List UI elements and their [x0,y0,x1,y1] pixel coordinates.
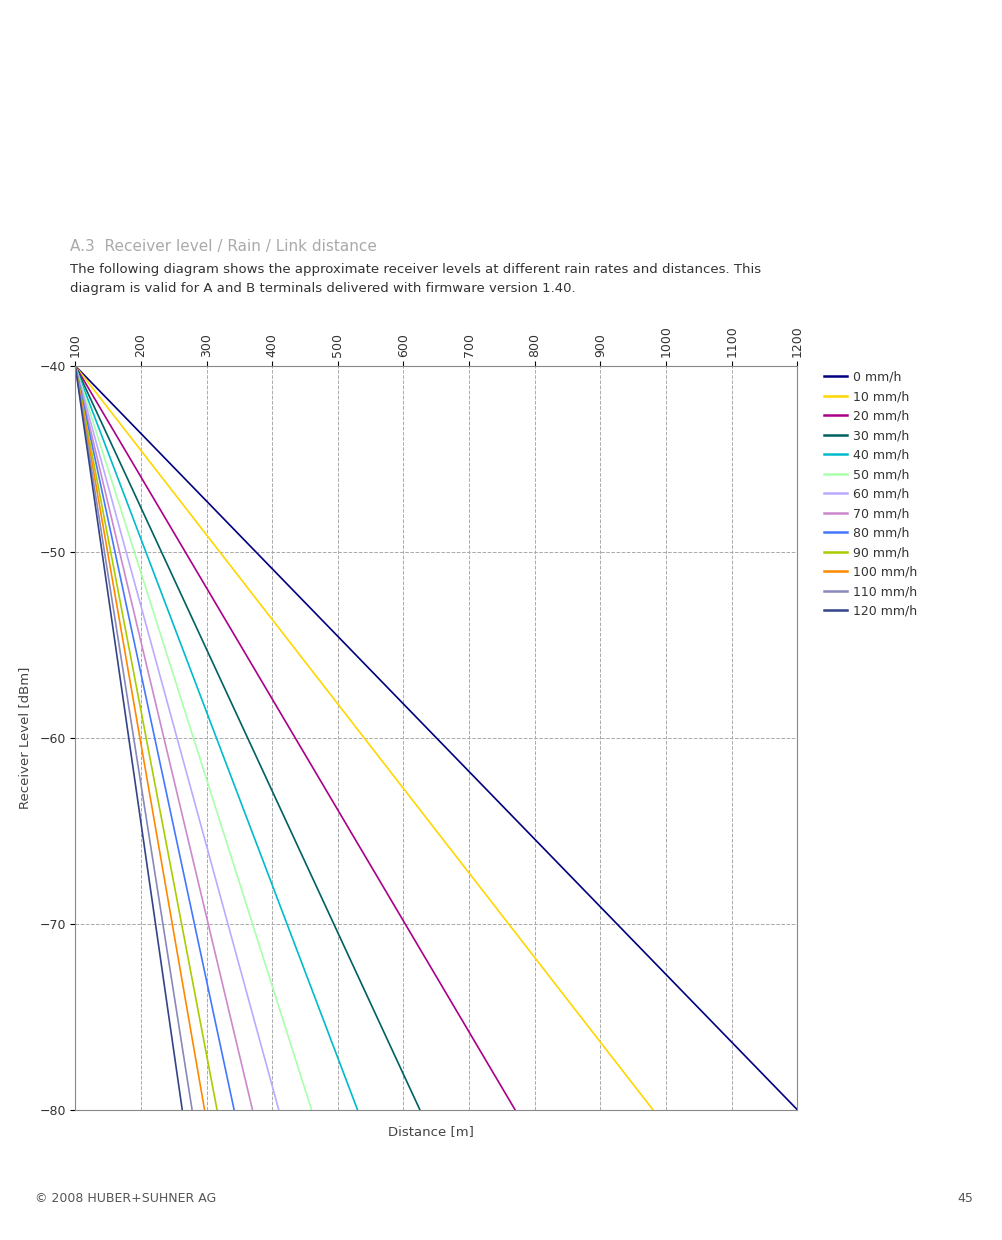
Text: Distance [m]: Distance [m] [388,1125,474,1137]
Text: 45: 45 [956,1193,972,1205]
Y-axis label: Receiver Level [dBm]: Receiver Level [dBm] [18,667,31,808]
Text: A.3  Receiver level / Rain / Link distance: A.3 Receiver level / Rain / Link distanc… [70,239,377,254]
Legend: 0 mm/h, 10 mm/h, 20 mm/h, 30 mm/h, 40 mm/h, 50 mm/h, 60 mm/h, 70 mm/h, 80 mm/h, : 0 mm/h, 10 mm/h, 20 mm/h, 30 mm/h, 40 mm… [819,366,921,622]
Text: The following diagram shows the approximate receiver levels at different rain ra: The following diagram shows the approxim… [70,263,761,295]
Text: © 2008 HUBER+SUHNER AG: © 2008 HUBER+SUHNER AG [35,1193,216,1205]
